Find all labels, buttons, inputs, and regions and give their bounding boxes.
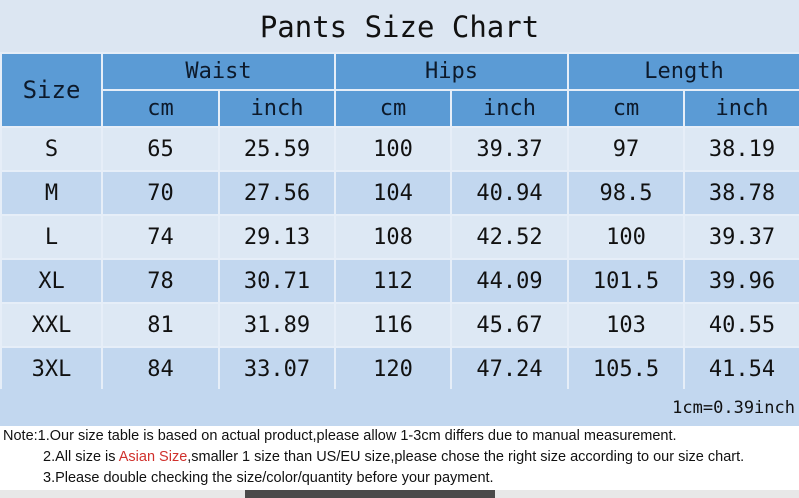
header-unit: cm: [101, 89, 220, 128]
table-cell: 45.67: [450, 302, 570, 348]
header-unit: inch: [217, 89, 337, 128]
table-row: XXL 81 31.89 116 45.67 103 40.55: [0, 302, 799, 348]
table-cell: 84: [101, 346, 220, 392]
table-cell: 38.19: [683, 126, 799, 172]
note-1: Note:1.Our size table is based on actual…: [3, 428, 677, 444]
table-cell: 97: [567, 126, 686, 172]
note-2: 2.All size is Asian Size,smaller 1 size …: [3, 447, 799, 468]
table-cell: 39.37: [683, 214, 799, 260]
table-cell: 38.78: [683, 170, 799, 216]
table-cell: 100: [567, 214, 686, 260]
table-cell: 103: [567, 302, 686, 348]
header-length: Length: [567, 52, 799, 91]
table-cell: 78: [101, 258, 220, 304]
header-size: Size: [0, 52, 103, 128]
note-2-rest: ,smaller 1 size than US/EU size,please c…: [187, 449, 745, 465]
size-cell: S: [0, 126, 103, 172]
table-cell: 39.37: [450, 126, 570, 172]
table-cell: 31.89: [217, 302, 337, 348]
size-cell: XL: [0, 258, 103, 304]
table-cell: 39.96: [683, 258, 799, 304]
table-cell: 100: [334, 126, 453, 172]
table-cell: 108: [334, 214, 453, 260]
chart-title: Pants Size Chart: [0, 0, 799, 52]
table-cell: 120: [334, 346, 453, 392]
product-photo-edge: [0, 490, 799, 498]
table-row: XL 78 30.71 112 44.09 101.5 39.96: [0, 258, 799, 304]
note-2-highlight: Asian Size: [118, 449, 188, 465]
header-hips: Hips: [334, 52, 570, 91]
table-cell: 44.09: [450, 258, 570, 304]
table-cell: 105.5: [567, 346, 686, 392]
table-cell: 30.71: [217, 258, 337, 304]
table-cell: 42.52: [450, 214, 570, 260]
table-row: S 65 25.59 100 39.37 97 38.19: [0, 126, 799, 172]
table-cell: 29.13: [217, 214, 337, 260]
table-cell: 47.24: [450, 346, 570, 392]
note-2-text: 2.All size is: [43, 449, 119, 465]
table-cell: 98.5: [567, 170, 686, 216]
size-table: Size Waist Hips Length cm inch cm inch cm inc…: [0, 52, 799, 392]
table-cell: 65: [101, 126, 220, 172]
table-cell: 40.55: [683, 302, 799, 348]
table-cell: 112: [334, 258, 453, 304]
size-cell: L: [0, 214, 103, 260]
table-cell: 25.59: [217, 126, 337, 172]
table-cell: 101.5: [567, 258, 686, 304]
header-waist: Waist: [100, 52, 337, 91]
header-unit: cm: [334, 89, 453, 128]
table-row: M 70 27.56 104 40.94 98.5 38.78: [0, 170, 799, 216]
header-unit: inch: [450, 89, 570, 128]
header-unit: cm: [567, 89, 686, 128]
table-cell: 116: [334, 302, 453, 348]
table-cell: 70: [101, 170, 220, 216]
conversion-note: 1cm=0.39inch: [0, 389, 799, 426]
size-cell: 3XL: [0, 346, 103, 392]
table-row: 3XL 84 33.07 120 47.24 105.5 41.54: [0, 346, 799, 392]
table-cell: 41.54: [683, 346, 799, 392]
table-cell: 74: [101, 214, 220, 260]
table-cell: 40.94: [450, 170, 570, 216]
size-cell: M: [0, 170, 103, 216]
note-3: 3.Please double checking the size/color/…: [43, 470, 494, 486]
table-cell: 33.07: [217, 346, 337, 392]
table-cell: 104: [334, 170, 453, 216]
size-cell: XXL: [0, 302, 103, 348]
table-cell: 81: [101, 302, 220, 348]
table-cell: 27.56: [217, 170, 337, 216]
table-row: L 74 29.13 108 42.52 100 39.37: [0, 214, 799, 260]
notes: Note:1.Our size table is based on actual…: [0, 426, 799, 490]
header-unit: inch: [683, 89, 799, 128]
